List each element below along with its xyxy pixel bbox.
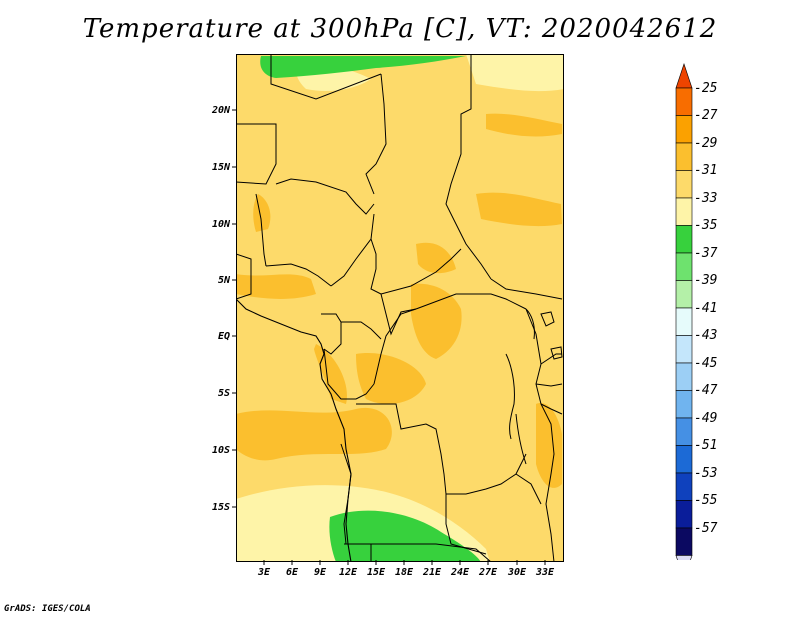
colorbar-segment — [675, 390, 693, 419]
colorbar-label: -51 — [694, 438, 718, 453]
colorbar-label: -49 — [694, 411, 718, 426]
colorbar-label: -37 — [694, 246, 718, 261]
colorbar-label: -45 — [694, 356, 718, 371]
lakes — [505, 308, 563, 465]
colorbar-label: -55 — [694, 493, 718, 508]
footer-credit: GrADS: IGES/COLA — [4, 604, 91, 614]
colorbar-segment — [675, 115, 693, 144]
colorbar-segment — [675, 445, 693, 474]
x-tick-12E: 12E — [338, 567, 358, 578]
colorbar-segment — [675, 280, 693, 309]
x-tick-6E: 6E — [285, 567, 299, 578]
colorbar-segment — [675, 142, 693, 171]
colorbar-segment — [675, 170, 693, 199]
colorbar-segment — [675, 472, 693, 501]
colorbar-segment — [675, 252, 693, 281]
y-tick-20N: 20N — [211, 105, 230, 116]
colorbar-segment — [675, 197, 693, 226]
colorbar-segment — [675, 527, 693, 556]
y-tick-EQ: EQ — [217, 331, 230, 342]
y-tick-15N: 15N — [211, 162, 230, 173]
x-tick-24E: 24E — [450, 567, 470, 578]
colorbar-label: -43 — [694, 328, 718, 343]
colorbar-label: -47 — [694, 383, 718, 398]
colorbar-label: -33 — [694, 191, 718, 206]
coastline — [236, 298, 352, 562]
country-borders — [236, 54, 563, 562]
x-tick-15E: 15E — [366, 567, 386, 578]
map-title: Temperature at 300hPa [C], VT: 202004261… — [82, 14, 718, 44]
x-tick-33E: 33E — [535, 567, 555, 578]
colorbar — [675, 63, 693, 560]
x-tick-18E: 18E — [394, 567, 414, 578]
colorbar-label: -39 — [694, 273, 718, 288]
colorbar-segment — [675, 87, 693, 116]
x-tick-3E: 3E — [257, 567, 271, 578]
y-tick-10S: 10S — [211, 445, 230, 456]
colorbar-label: -25 — [694, 81, 718, 96]
colorbar-segment — [675, 500, 693, 529]
x-tick-27E: 27E — [478, 567, 498, 578]
x-tick-21E: 21E — [422, 567, 442, 578]
colorbar-bottom-arrow — [675, 555, 693, 560]
x-tick-9E: 9E — [313, 567, 327, 578]
colorbar-label: -57 — [694, 521, 718, 536]
temperature-map — [236, 54, 564, 562]
colorbar-label: -35 — [694, 218, 718, 233]
colorbar-label: -31 — [694, 163, 718, 178]
colorbar-top-arrow — [675, 63, 693, 89]
colorbar-segment — [675, 362, 693, 391]
colorbar-segment — [675, 417, 693, 446]
y-tick-15S: 15S — [211, 502, 230, 513]
colorbar-label: -53 — [694, 466, 718, 481]
colorbar-segment — [675, 225, 693, 254]
colorbar-label: -27 — [694, 108, 718, 123]
field-background — [236, 54, 564, 562]
y-tick-marks — [232, 109, 237, 508]
y-tick-10N: 10N — [211, 219, 230, 230]
x-tick-marks — [263, 560, 546, 565]
colorbar-label: -41 — [694, 301, 718, 316]
colorbar-segment — [675, 335, 693, 364]
green-band-35 — [260, 56, 481, 562]
x-tick-30E: 30E — [507, 567, 527, 578]
map-frame — [236, 54, 564, 562]
y-tick-5N: 5N — [217, 275, 230, 286]
colorbar-label: -29 — [694, 136, 718, 151]
colorbar-segment — [675, 307, 693, 336]
y-tick-5S: 5S — [217, 388, 230, 399]
